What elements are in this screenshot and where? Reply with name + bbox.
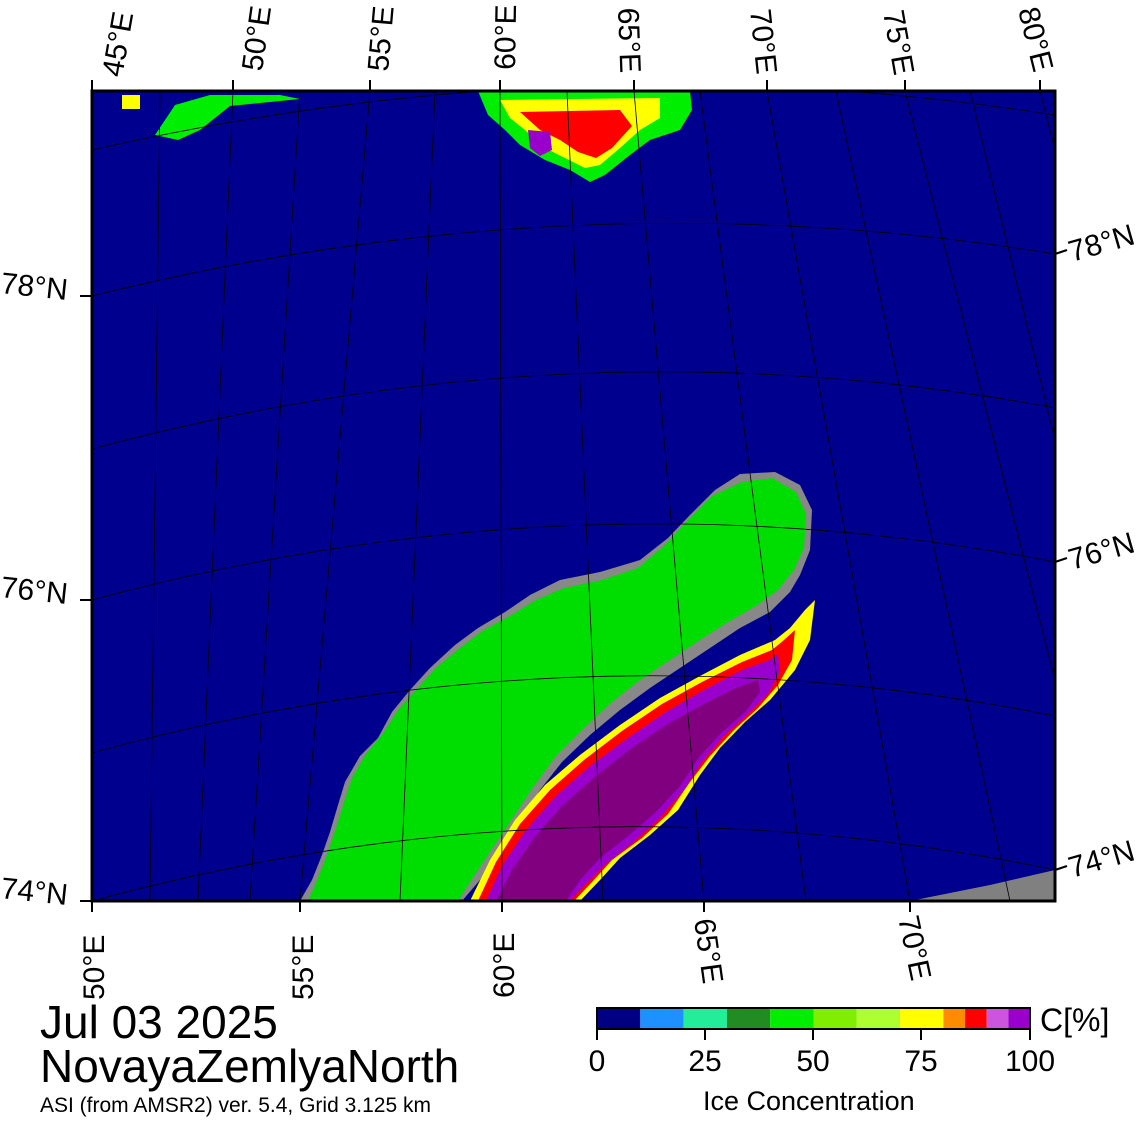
map-ticks bbox=[80, 80, 1068, 912]
northern-ice-dot bbox=[122, 95, 140, 109]
top-lon-label: 65°E bbox=[611, 7, 646, 74]
legend-color-swatch bbox=[856, 1008, 901, 1029]
legend-tick-label: 75 bbox=[904, 1045, 938, 1078]
right-lat-label: 78°N bbox=[1065, 219, 1139, 269]
northern-ice-strip bbox=[155, 95, 300, 140]
top-lon-label: 70°E bbox=[743, 7, 783, 75]
novaya-zemlya-land bbox=[308, 478, 806, 901]
bottom-lon-label: 70°E bbox=[891, 913, 937, 984]
top-lon-label: 45°E bbox=[96, 9, 140, 79]
left-lat-label: 76°N bbox=[0, 571, 69, 611]
legend-color-swatch bbox=[1008, 1008, 1030, 1029]
kara-sea-ice-core bbox=[496, 680, 760, 901]
bottom-lon-label: 55°E bbox=[287, 935, 320, 1000]
legend-color-swatch bbox=[943, 1008, 966, 1029]
right-lat-label: 74°N bbox=[1065, 835, 1139, 885]
graticule bbox=[92, 91, 1055, 901]
legend-color-swatch bbox=[900, 1008, 944, 1029]
legend-color-swatch bbox=[986, 1008, 1009, 1029]
no-data-area bbox=[910, 870, 1055, 901]
legend-color-swatch bbox=[683, 1008, 727, 1029]
legend-unit: C[%] bbox=[1040, 1002, 1110, 1038]
top-lon-label: 55°E bbox=[362, 5, 401, 73]
legend-color-swatch bbox=[813, 1008, 857, 1029]
legend-color-swatch bbox=[965, 1008, 987, 1029]
legend-ticks bbox=[596, 1029, 1031, 1040]
legend-color-swatch bbox=[640, 1008, 684, 1029]
bottom-lon-label: 60°E bbox=[488, 933, 521, 998]
legend-colorbar bbox=[597, 1008, 1030, 1029]
map-frame bbox=[90, 89, 1057, 903]
top-lon-label: 50°E bbox=[236, 4, 278, 73]
legend-color-swatch bbox=[597, 1008, 641, 1029]
top-lon-label: 60°E bbox=[489, 4, 523, 70]
legend-tick-label: 50 bbox=[796, 1045, 830, 1078]
top-lon-label: 75°E bbox=[876, 7, 920, 77]
data-credit: ASI (from AMSR2) ver. 5.4, Grid 3.125 km bbox=[40, 1094, 431, 1117]
legend-tick-label: 100 bbox=[1004, 1045, 1056, 1078]
northern-ice-patch-red bbox=[520, 110, 632, 158]
map-date: Jul 03 2025 bbox=[40, 996, 278, 1048]
top-lon-label: 80°E bbox=[1011, 4, 1059, 75]
right-lat-label: 76°N bbox=[1065, 527, 1139, 577]
left-lat-label: 74°N bbox=[0, 872, 69, 912]
legend-tick-label: 25 bbox=[688, 1045, 722, 1078]
bottom-lon-label: 50°E bbox=[78, 935, 111, 1000]
region-name: NovayaZemlyaNorth bbox=[40, 1040, 460, 1092]
legend-color-swatch bbox=[726, 1008, 771, 1029]
legend-color-swatch bbox=[770, 1008, 814, 1029]
legend-tick-label: 0 bbox=[588, 1045, 606, 1078]
left-lat-label: 78°N bbox=[0, 267, 69, 307]
northern-ice-patch-purple bbox=[528, 130, 552, 156]
legend-title: Ice Concentration bbox=[703, 1086, 915, 1116]
bottom-lon-label: 65°E bbox=[687, 916, 729, 985]
